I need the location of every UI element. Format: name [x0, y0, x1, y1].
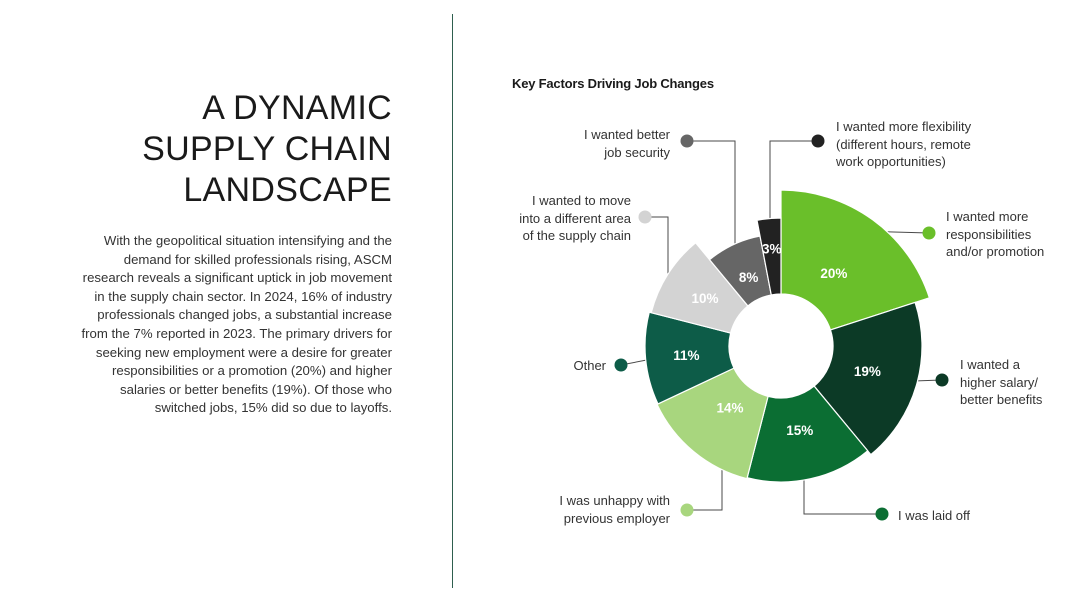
slice-category-line: I wanted more — [946, 209, 1029, 224]
headline-line: LANDSCAPE — [183, 171, 392, 209]
intro-paragraph: With the geopolitical situation intensif… — [81, 233, 392, 416]
slice-category-line: I wanted better — [584, 127, 670, 142]
legend-dot — [935, 373, 949, 387]
legend-dot — [614, 358, 628, 372]
slice-value-label: 15% — [786, 423, 813, 438]
slice-category-line: job security — [604, 144, 670, 160]
pie-slice — [644, 311, 735, 405]
slice-category-line: responsibilities — [946, 226, 1032, 242]
slice-value-label: 20% — [820, 266, 847, 281]
headline-line: SUPPLY CHAIN — [142, 130, 392, 168]
slice-category-line: I was unhappy with — [559, 493, 670, 508]
slice-category-label: I was unhappy with previous employer — [559, 492, 670, 527]
pie-slices — [644, 189, 931, 483]
legend-dot — [811, 134, 825, 148]
slice-value-label: 14% — [716, 401, 743, 416]
slice-category-line: (different hours, remote — [836, 136, 971, 152]
slice-category-line: and/or promotion — [946, 244, 1045, 259]
slice-category-line: I wanted more flexibility — [836, 119, 972, 134]
slice-category-line: higher salary/ — [960, 374, 1039, 390]
slice-value-labels: 20% 19% 15% 14% 11% 10% 8%3% — [673, 241, 881, 437]
chart-title: Key Factors Driving Job Changes — [512, 76, 714, 91]
slice-category-label: I was laid off — [898, 507, 970, 525]
slice-value-label: 8% — [739, 270, 759, 285]
slice-category-line: work opportunities) — [836, 154, 946, 169]
legend-dot — [638, 210, 652, 224]
legend-dot — [875, 507, 889, 521]
slice-value-label: 19% — [854, 364, 881, 379]
pie-slice — [746, 385, 869, 483]
legend-dots — [614, 134, 949, 521]
page-headline: A DYNAMIC SUPPLY CHAIN LANDSCAPE — [32, 88, 392, 211]
slice-category-line: into a different area — [519, 210, 631, 226]
column-divider — [452, 14, 453, 588]
pie-slice — [780, 189, 931, 331]
pie-slice — [813, 301, 923, 456]
legend-dot — [680, 134, 694, 148]
slice-category-line: Other — [573, 358, 606, 373]
slice-category-line: I wanted a — [960, 357, 1020, 372]
legend-dot — [922, 226, 936, 240]
leader-line — [687, 140, 736, 272]
pie-slice — [650, 241, 749, 334]
slice-category-line: better benefits — [960, 392, 1043, 407]
slice-category-line: I wanted to move — [532, 193, 631, 208]
slice-category-label: I wanted to move into a different area of … — [519, 192, 631, 245]
slice-category-label: I wanted more flexibility (different hour… — [836, 118, 971, 171]
leader-line — [645, 216, 669, 297]
slice-value-label: 10% — [691, 291, 718, 306]
slice-category-label: I wanted a higher salary/better benefits — [960, 356, 1042, 409]
slice-category-label: I wanted more responsibilities and/or prom… — [946, 208, 1044, 261]
legend-dot — [680, 503, 694, 517]
slice-category-line: I was laid off — [898, 508, 971, 523]
slice-category-label: Other — [573, 357, 606, 375]
slice-category-line: previous employer — [563, 510, 670, 526]
pie-slice — [756, 217, 782, 296]
headline-line: A DYNAMIC — [202, 89, 392, 127]
slice-category-label: I wanted better job security — [584, 126, 670, 161]
slice-value-label: 11% — [673, 348, 699, 363]
pie-slice — [656, 367, 769, 480]
slice-category-line: of the supply chain — [522, 228, 631, 243]
slice-value-label: 3% — [762, 241, 782, 256]
